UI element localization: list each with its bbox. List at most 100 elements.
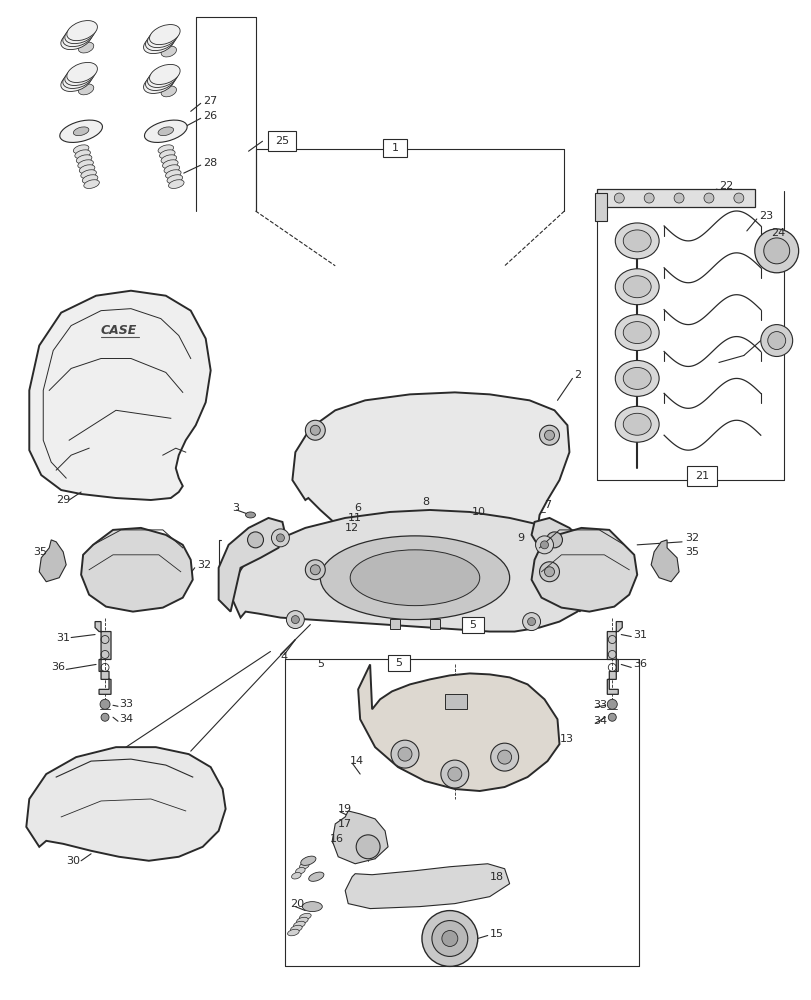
Ellipse shape (75, 150, 90, 159)
Ellipse shape (300, 856, 315, 865)
Ellipse shape (350, 550, 479, 606)
Ellipse shape (144, 73, 174, 93)
Polygon shape (607, 622, 621, 694)
Ellipse shape (61, 30, 92, 50)
Text: 23: 23 (757, 211, 772, 221)
Text: 4: 4 (280, 652, 287, 662)
Ellipse shape (65, 24, 96, 44)
Text: 11: 11 (348, 513, 362, 523)
Text: 28: 28 (203, 158, 217, 168)
Ellipse shape (162, 160, 178, 169)
Ellipse shape (158, 127, 174, 136)
Circle shape (540, 541, 548, 549)
Ellipse shape (65, 65, 96, 85)
Polygon shape (531, 528, 637, 612)
Text: 26: 26 (203, 111, 217, 121)
Text: 25: 25 (275, 136, 290, 146)
Ellipse shape (294, 921, 305, 928)
Ellipse shape (295, 867, 305, 874)
Ellipse shape (148, 28, 178, 48)
Polygon shape (345, 864, 509, 909)
Circle shape (276, 534, 284, 542)
Ellipse shape (623, 367, 650, 389)
Ellipse shape (79, 165, 95, 174)
Text: 34: 34 (593, 716, 607, 726)
Ellipse shape (623, 276, 650, 298)
Circle shape (440, 760, 468, 788)
Ellipse shape (149, 25, 180, 45)
Text: 24: 24 (770, 228, 784, 238)
Text: 7: 7 (544, 500, 551, 510)
Circle shape (522, 613, 540, 631)
Text: 31: 31 (56, 633, 70, 643)
Circle shape (305, 560, 325, 580)
Ellipse shape (161, 46, 176, 57)
Bar (444, 694, 466, 709)
Ellipse shape (299, 913, 311, 920)
Polygon shape (218, 518, 285, 612)
Text: 20: 20 (290, 899, 304, 909)
Polygon shape (39, 540, 66, 582)
Circle shape (391, 740, 418, 768)
Circle shape (247, 532, 263, 548)
Ellipse shape (320, 536, 509, 620)
Text: 9: 9 (517, 533, 524, 543)
Text: 17: 17 (338, 819, 352, 829)
Text: 22: 22 (718, 181, 732, 191)
Text: 30: 30 (66, 856, 80, 866)
Ellipse shape (308, 872, 324, 881)
Ellipse shape (60, 120, 102, 142)
Text: 5: 5 (469, 620, 476, 630)
Circle shape (767, 332, 785, 350)
Circle shape (271, 529, 289, 547)
Ellipse shape (67, 21, 97, 41)
Polygon shape (26, 747, 225, 861)
Ellipse shape (290, 925, 302, 932)
Text: 36: 36 (633, 659, 646, 669)
Text: 21: 21 (694, 471, 708, 481)
Circle shape (305, 420, 325, 440)
Circle shape (310, 565, 320, 575)
Polygon shape (531, 518, 594, 612)
Ellipse shape (73, 127, 88, 136)
Bar (597, 189, 754, 207)
Bar (268, 131, 296, 151)
Ellipse shape (148, 67, 178, 87)
Ellipse shape (76, 155, 92, 164)
Ellipse shape (169, 180, 184, 188)
Ellipse shape (144, 120, 187, 142)
Bar (389, 619, 400, 629)
Ellipse shape (79, 42, 93, 53)
Ellipse shape (145, 31, 176, 51)
Ellipse shape (145, 70, 176, 90)
Text: 29: 29 (56, 495, 71, 505)
Circle shape (100, 699, 109, 709)
Circle shape (607, 699, 616, 709)
Circle shape (422, 911, 477, 966)
Circle shape (614, 193, 624, 203)
Ellipse shape (159, 150, 175, 159)
Circle shape (101, 713, 109, 721)
Polygon shape (81, 528, 192, 612)
Ellipse shape (245, 512, 255, 518)
Text: 1: 1 (391, 143, 398, 153)
Ellipse shape (67, 62, 97, 83)
Text: 35: 35 (33, 547, 47, 557)
Bar (383, 139, 406, 157)
Ellipse shape (291, 872, 301, 879)
Ellipse shape (81, 170, 97, 178)
Text: 32: 32 (196, 560, 211, 570)
Text: 5: 5 (317, 659, 324, 669)
Ellipse shape (296, 917, 308, 924)
Circle shape (539, 425, 559, 445)
Text: 27: 27 (203, 96, 217, 106)
Polygon shape (232, 510, 608, 632)
Polygon shape (95, 622, 111, 694)
Circle shape (607, 713, 616, 721)
Text: 18: 18 (489, 872, 503, 882)
Bar (594, 193, 607, 221)
Bar (686, 466, 716, 486)
Text: 32: 32 (684, 533, 698, 543)
Text: 36: 36 (51, 662, 65, 672)
Text: 35: 35 (684, 547, 698, 557)
